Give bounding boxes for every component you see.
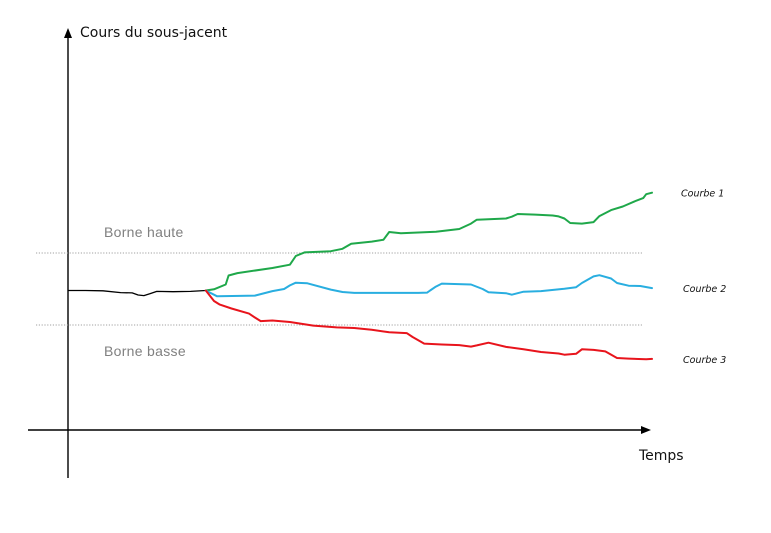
courbe-2-line bbox=[204, 274, 653, 298]
prefix-series-line bbox=[68, 289, 206, 297]
x-axis-arrow-icon bbox=[641, 426, 651, 434]
courbe-3-label: Courbe 3 bbox=[683, 355, 726, 366]
courbe-3-line bbox=[204, 289, 653, 361]
x-axis-title: Temps bbox=[638, 448, 684, 464]
courbe-1-label: Courbe 1 bbox=[681, 189, 724, 200]
y-axis-arrow-icon bbox=[64, 28, 72, 38]
borne-haute-label: Borne haute bbox=[104, 224, 184, 240]
borne-basse-label: Borne basse bbox=[104, 343, 186, 359]
courbe-2-label: Courbe 2 bbox=[683, 284, 726, 295]
courbe-1-line bbox=[204, 191, 653, 292]
y-axis-title: Cours du sous-jacent bbox=[80, 25, 228, 41]
